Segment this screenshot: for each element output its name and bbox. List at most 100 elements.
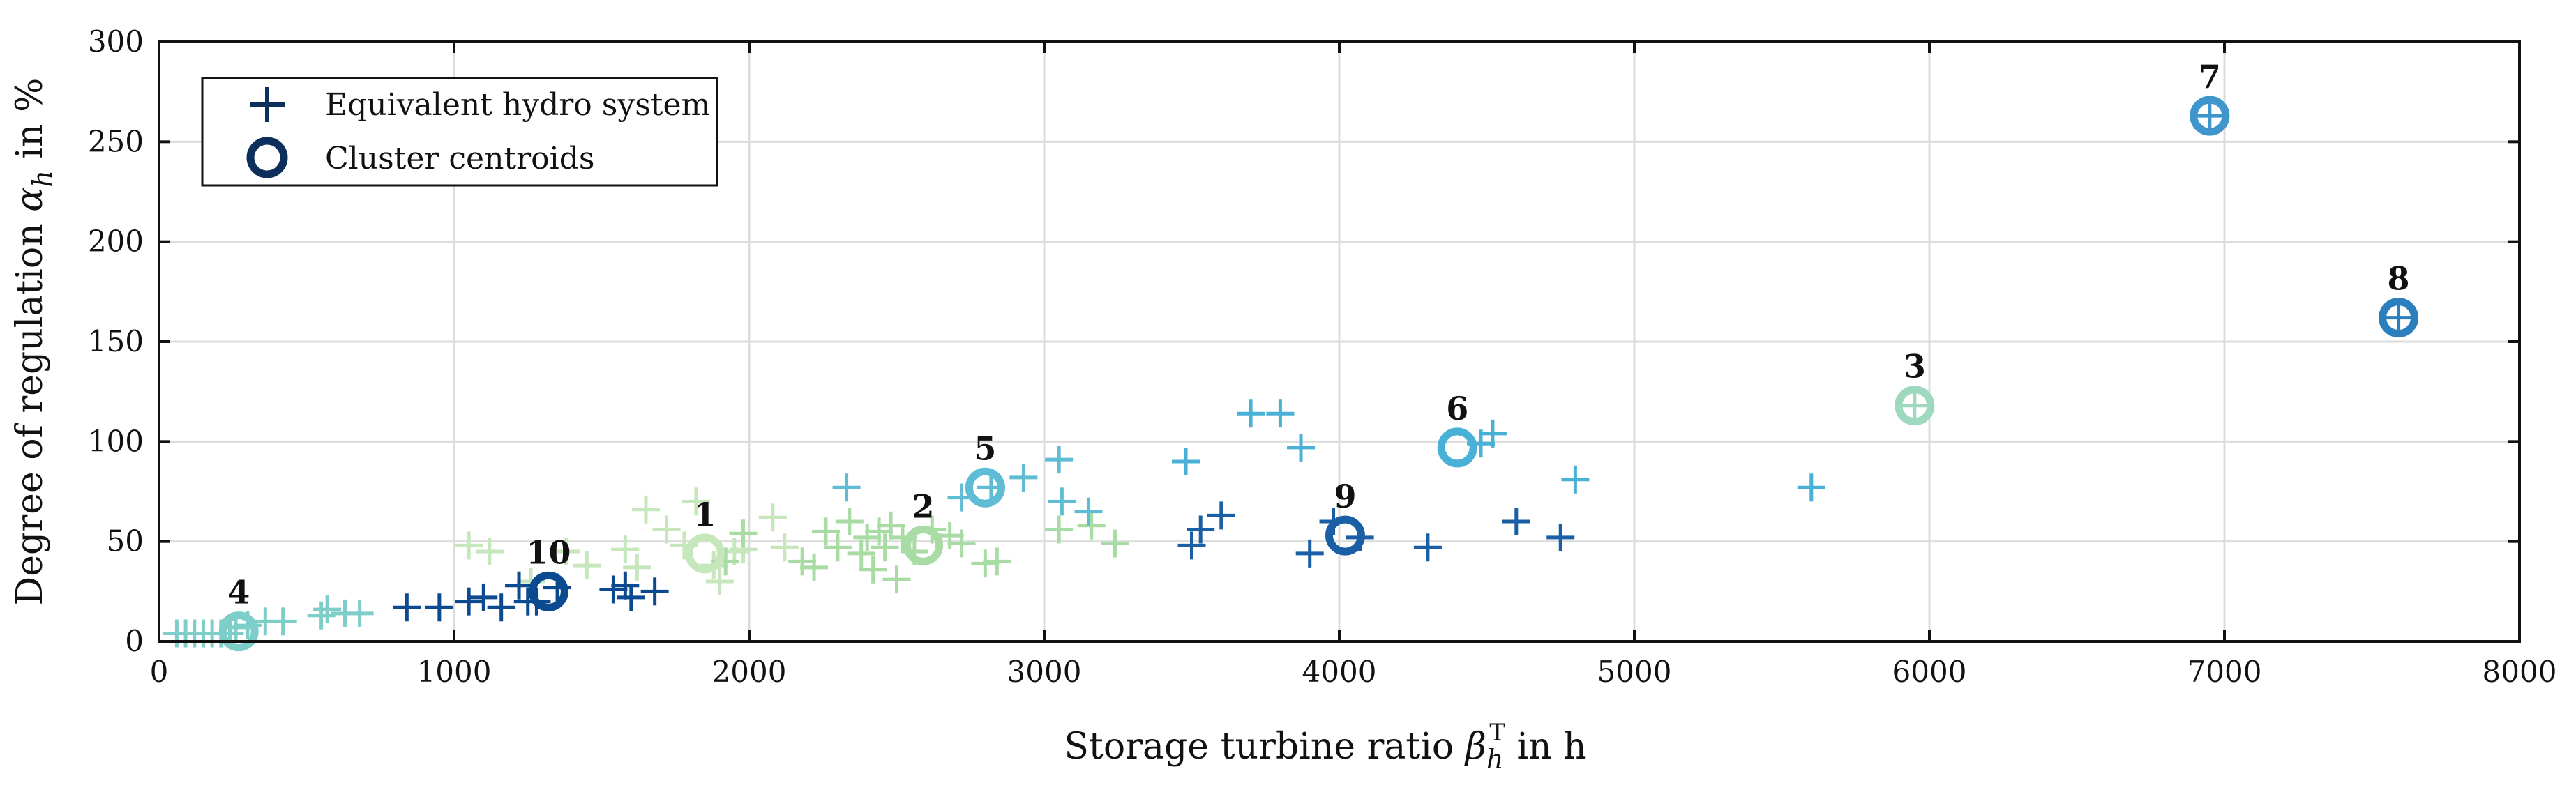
hydro-system-point: [652, 515, 681, 544]
hydro-system-point: [1074, 497, 1103, 526]
hydro-system-point: [877, 511, 905, 540]
hydro-system-point: [770, 533, 799, 562]
cluster-centroid-1: [685, 533, 725, 574]
hydro-system-point: [847, 539, 875, 568]
x-axis-superscript: T: [1489, 719, 1505, 747]
hydro-system-point: [1187, 515, 1215, 544]
y-tick-label: 300: [88, 24, 144, 59]
x-tick-label: 3000: [1007, 655, 1082, 689]
cluster-centroid-9: [1325, 515, 1365, 556]
hydro-system-point: [1009, 463, 1038, 492]
legend: Equivalent hydro system Cluster centroid…: [201, 77, 718, 187]
hydro-system-point: [1797, 473, 1825, 502]
hydro-system-point: [623, 553, 651, 581]
hydro-system-point: [1048, 487, 1076, 516]
hydro-system-point: [835, 508, 864, 535]
y-tick-label: 100: [88, 424, 144, 458]
hydro-system-point: [1177, 531, 1206, 560]
hydro-system-point: [1478, 419, 1507, 448]
hydro-system-point: [1502, 508, 1530, 535]
legend-ring-marker: [246, 137, 288, 178]
centroid-label-9: 9: [1334, 478, 1356, 515]
hydro-system-point: [882, 565, 911, 594]
hydro-system-point: [971, 549, 1000, 578]
y-axis-subscript: h: [27, 170, 58, 187]
legend-label-hydro: Equivalent hydro system: [325, 87, 710, 123]
cluster-centroid-4: [218, 611, 259, 652]
x-axis-symbol: β: [1464, 726, 1486, 768]
hydro-system-point: [1413, 533, 1442, 562]
hydro-system-point: [1546, 523, 1575, 551]
hydro-system-point: [640, 577, 669, 606]
hydro-system-point: [611, 535, 640, 564]
centroid-label-4: 4: [227, 574, 250, 611]
centroid-label-5: 5: [974, 429, 996, 467]
hydro-system-point: [487, 593, 515, 622]
centroid-label-2: 2: [912, 487, 935, 525]
hydro-system-point: [1237, 400, 1265, 428]
hydro-system-point: [865, 517, 894, 546]
y-tick-labels: 0 50 100 150 200 250 300: [88, 24, 144, 658]
hydro-system-point: [469, 583, 498, 611]
centroid-label-8: 8: [2388, 260, 2410, 298]
hydro-system-point: [1266, 400, 1295, 428]
centroid-label-7: 7: [2199, 58, 2221, 96]
hydro-system-point: [455, 587, 483, 616]
hydro-system-point: [871, 533, 899, 562]
hydro-system-point: [758, 503, 787, 532]
hydro-system-point: [2195, 102, 2224, 130]
cluster-centroid-10: [528, 571, 568, 611]
legend-label-centroids: Cluster centroids: [325, 141, 594, 176]
centroid-label-1: 1: [694, 496, 716, 533]
legend-plus-marker: [250, 87, 285, 122]
hydro-system-point: [313, 595, 342, 624]
hydro-system-point: [853, 523, 882, 551]
hydro-system-point: [1101, 529, 1129, 558]
x-tick-labels: 0 1000 2000 3000 4000 5000 6000 7000 8000: [150, 655, 2557, 689]
hydro-system-point: [1287, 433, 1316, 462]
hydro-system-point: [505, 571, 534, 600]
cluster-centroid-5: [965, 467, 1005, 508]
legend-box: [201, 77, 718, 187]
cluster-centroid-3: [1895, 386, 1935, 426]
cluster-centroid-6: [1437, 427, 1477, 468]
hydro-system-point: [611, 571, 640, 600]
y-axis-title: Degree of regulation αh in %: [9, 78, 58, 606]
y-tick-label: 0: [125, 624, 144, 658]
y-tick-label: 150: [88, 324, 144, 358]
x-tick-label: 4000: [1302, 655, 1377, 689]
hydro-system-point: [811, 517, 840, 546]
y-tick-label: 250: [88, 124, 144, 158]
cluster-centroid-2: [903, 525, 944, 565]
x-tick-label: 2000: [712, 655, 787, 689]
hydro-system-point: [832, 473, 861, 502]
hydro-system-point: [788, 547, 817, 576]
hydro-system-point: [2384, 303, 2413, 332]
hydro-system-point: [345, 599, 374, 627]
hydro-system-point: [631, 495, 660, 524]
hydro-system-point: [307, 601, 336, 630]
hydro-system-point: [1900, 391, 1929, 420]
hydro-system-point: [455, 531, 483, 560]
cluster-centroid-7: [2190, 96, 2230, 136]
y-axis-title-unit: in %: [9, 78, 51, 171]
hydro-system-point: [1207, 501, 1235, 530]
hydro-system-point: [983, 547, 1011, 576]
hydro-system-point: [425, 593, 453, 622]
hydro-system-point: [1561, 465, 1590, 494]
hydro-system-point: [859, 555, 887, 584]
hydro-system-point: [269, 607, 297, 636]
hydro-system-point: [729, 519, 758, 548]
hydro-system-point: [552, 538, 580, 565]
x-tick-label: 8000: [2483, 655, 2557, 689]
y-axis-symbol: α: [9, 188, 51, 212]
hydro-system-point: [705, 568, 734, 595]
y-axis-title-prefix: Degree of regulation: [9, 212, 51, 606]
hydro-system-point: [573, 551, 601, 580]
hydro-system-point: [681, 487, 710, 516]
hydro-system-point: [393, 593, 421, 622]
hydro-system-point: [599, 575, 628, 604]
plot-frame: [158, 40, 2521, 643]
hydro-system-point: [823, 533, 852, 562]
